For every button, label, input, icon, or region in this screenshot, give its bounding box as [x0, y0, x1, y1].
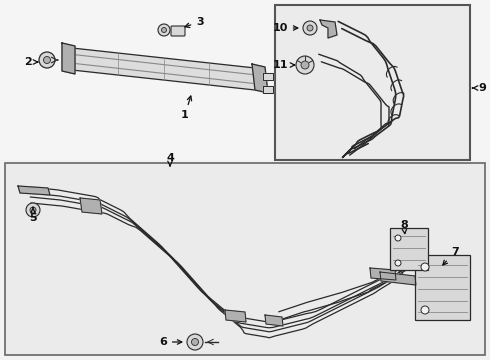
- Circle shape: [395, 235, 401, 241]
- Circle shape: [30, 207, 36, 213]
- Text: 4: 4: [166, 153, 174, 166]
- Circle shape: [421, 263, 429, 271]
- Polygon shape: [252, 64, 268, 93]
- Text: 6: 6: [159, 337, 182, 347]
- Circle shape: [158, 24, 170, 36]
- Circle shape: [421, 306, 429, 314]
- Circle shape: [395, 260, 401, 266]
- Polygon shape: [80, 198, 102, 214]
- Bar: [390, 228, 428, 270]
- Polygon shape: [263, 86, 273, 93]
- Bar: [0, 0, 490, 160]
- Bar: [5, 163, 485, 355]
- Circle shape: [26, 203, 40, 217]
- Circle shape: [301, 61, 309, 69]
- Circle shape: [296, 56, 314, 74]
- Text: 8: 8: [400, 220, 408, 234]
- Polygon shape: [265, 315, 283, 326]
- Text: 1: 1: [181, 96, 192, 120]
- Text: 5: 5: [29, 207, 37, 223]
- Polygon shape: [18, 186, 50, 195]
- Text: 2: 2: [24, 57, 38, 67]
- Polygon shape: [263, 73, 273, 80]
- Polygon shape: [320, 20, 337, 38]
- Circle shape: [192, 338, 198, 346]
- Polygon shape: [225, 310, 246, 322]
- Polygon shape: [62, 43, 75, 74]
- Circle shape: [44, 57, 50, 63]
- Text: 3: 3: [185, 17, 204, 27]
- Text: 11: 11: [272, 60, 294, 70]
- Circle shape: [187, 334, 203, 350]
- Polygon shape: [380, 272, 416, 285]
- Text: 10: 10: [272, 23, 298, 33]
- Circle shape: [307, 25, 313, 31]
- Text: 9: 9: [472, 83, 486, 93]
- Bar: [415, 255, 470, 320]
- Circle shape: [162, 27, 167, 32]
- Bar: [275, 5, 470, 160]
- FancyBboxPatch shape: [171, 26, 185, 36]
- Text: 7: 7: [443, 247, 459, 265]
- Polygon shape: [72, 48, 255, 90]
- Circle shape: [303, 21, 317, 35]
- Polygon shape: [370, 268, 396, 280]
- Circle shape: [39, 52, 55, 68]
